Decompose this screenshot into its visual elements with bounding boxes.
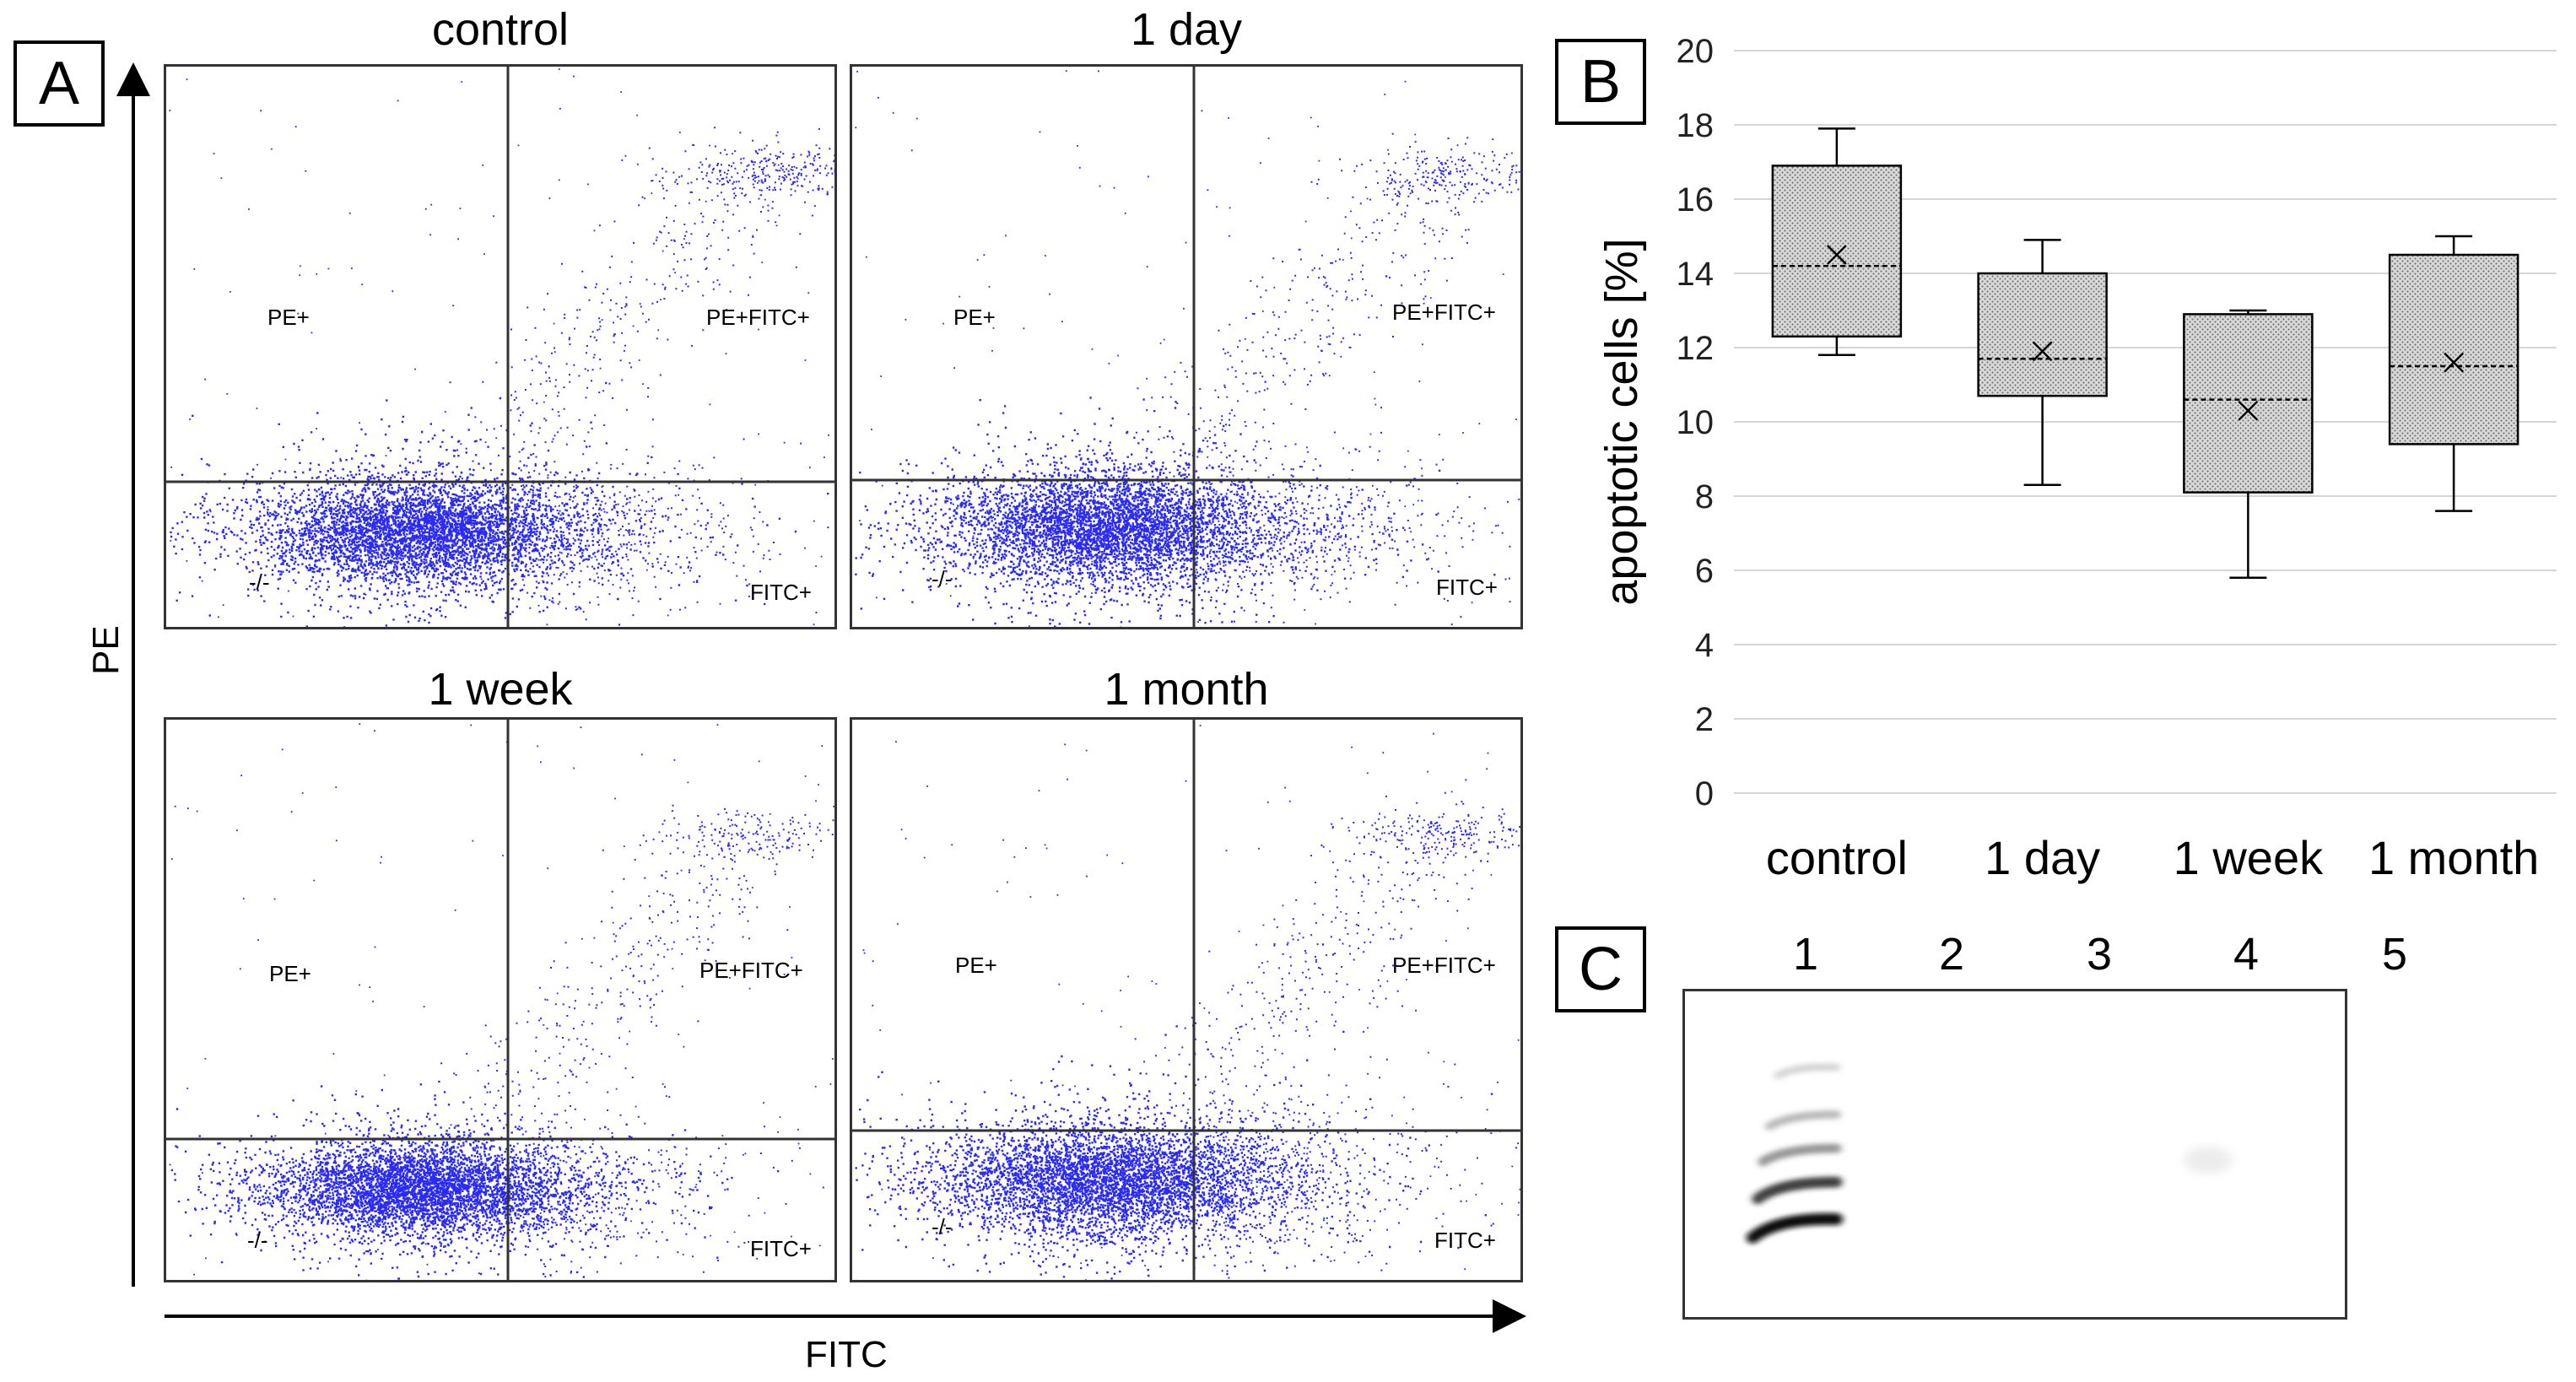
gel-band bbox=[1752, 1176, 1843, 1205]
y-tick-label: 16 bbox=[1677, 181, 1715, 219]
box-control bbox=[1771, 127, 1903, 357]
gel-image bbox=[1682, 989, 2347, 1320]
lane-number: 4 bbox=[2233, 929, 2260, 980]
box-1-day bbox=[1977, 239, 2108, 487]
quadrant-ur: PE+FITC+ bbox=[706, 305, 810, 330]
quadrant-ul: PE+ bbox=[955, 953, 997, 978]
plot-title: control bbox=[431, 4, 570, 55]
quadrant-ul: PE+ bbox=[953, 305, 996, 330]
gel-band bbox=[1765, 1110, 1841, 1131]
gel-band bbox=[1747, 1212, 1843, 1244]
quadrant-ul: PE+ bbox=[269, 961, 311, 986]
box-body bbox=[2388, 253, 2519, 445]
mean-marker bbox=[2032, 341, 2053, 362]
box-body bbox=[1771, 165, 1903, 338]
x-tick-label: 1 month bbox=[2368, 831, 2539, 884]
x-axis-label: FITC bbox=[805, 1334, 888, 1375]
box-1-month bbox=[2388, 235, 2519, 512]
quadrant-lr: FITC+ bbox=[750, 580, 812, 605]
scatter-area: PE+ PE+FITC+ -/- FITC+ bbox=[850, 64, 1523, 629]
scatter-area: PE+ PE+FITC+ -/- FITC+ bbox=[164, 64, 837, 629]
plot-title: 1 week bbox=[428, 664, 573, 715]
flow-axes bbox=[116, 62, 1526, 1333]
quadrant-ur: PE+FITC+ bbox=[1392, 300, 1496, 325]
quadrant-ll: -/- bbox=[247, 1228, 268, 1253]
lane-number: 1 bbox=[1792, 929, 1819, 980]
box-plot: 0 2 4 6 8 10 12 14 16 18 20 apoptotic cells [%] cont… bbox=[1596, 33, 2557, 884]
mean-marker bbox=[2444, 352, 2465, 373]
y-axis-title: apoptotic cells [%] bbox=[1596, 238, 1647, 605]
quadrant-ll: -/- bbox=[932, 1214, 953, 1239]
scatter-dots bbox=[855, 70, 1520, 627]
lane-number: 5 bbox=[2381, 929, 2408, 980]
y-tick-label: 6 bbox=[1695, 553, 1714, 590]
y-tick-label: 10 bbox=[1677, 404, 1715, 441]
panel-c-label: C bbox=[1555, 926, 1646, 1012]
lane-number: 2 bbox=[1938, 929, 1965, 980]
y-axis-label: PE bbox=[85, 625, 127, 675]
gel-band bbox=[1774, 1063, 1841, 1080]
scatter-dots bbox=[169, 68, 834, 627]
x-tick-label: control bbox=[1766, 831, 1908, 884]
y-tick-label: 14 bbox=[1677, 256, 1715, 293]
quadrant-ur: PE+FITC+ bbox=[1392, 953, 1496, 978]
quadrant-lr: FITC+ bbox=[1434, 1228, 1496, 1253]
plot-title: 1 day bbox=[1130, 4, 1243, 55]
box-body bbox=[1977, 272, 2108, 397]
x-tick-label: 1 week bbox=[2174, 831, 2324, 884]
gel-smear bbox=[2184, 1147, 2232, 1174]
quadrant-ll: -/- bbox=[932, 566, 953, 591]
y-tick-label: 8 bbox=[1695, 478, 1714, 516]
y-tick-label: 12 bbox=[1677, 330, 1715, 367]
ladder-lane bbox=[1747, 1063, 1843, 1244]
scatter-area: PE+ PE+FITC+ -/- FITC+ bbox=[850, 717, 1523, 1282]
y-tick-label: 0 bbox=[1695, 775, 1714, 812]
y-tick-label: 2 bbox=[1695, 701, 1714, 738]
quadrant-ul: PE+ bbox=[267, 305, 310, 330]
y-tick-label: 18 bbox=[1677, 107, 1715, 144]
quadrant-lr: FITC+ bbox=[1436, 575, 1498, 600]
quadrant-lr: FITC+ bbox=[750, 1236, 812, 1261]
box-body bbox=[2183, 313, 2314, 494]
panel-b-label: B bbox=[1555, 39, 1646, 125]
plot-title: 1 month bbox=[1104, 664, 1269, 715]
panel-a-label: A bbox=[14, 40, 105, 127]
box-1-week bbox=[2183, 309, 2314, 580]
gel-band bbox=[1758, 1143, 1842, 1167]
y-tick-label: 20 bbox=[1677, 33, 1715, 70]
scatter-area: PE+ PE+FITC+ -/- FITC+ bbox=[164, 717, 837, 1282]
quadrant-ur: PE+FITC+ bbox=[699, 958, 803, 983]
mean-marker bbox=[1826, 245, 1847, 265]
scatter-dots bbox=[855, 725, 1520, 1280]
x-tick-label: 1 day bbox=[1985, 831, 2100, 884]
quadrant-ll: -/- bbox=[249, 570, 270, 595]
mean-marker bbox=[2238, 400, 2259, 421]
lane-number: 3 bbox=[2086, 929, 2113, 980]
scatter-dots bbox=[169, 723, 834, 1280]
y-tick-label: 4 bbox=[1695, 627, 1714, 664]
